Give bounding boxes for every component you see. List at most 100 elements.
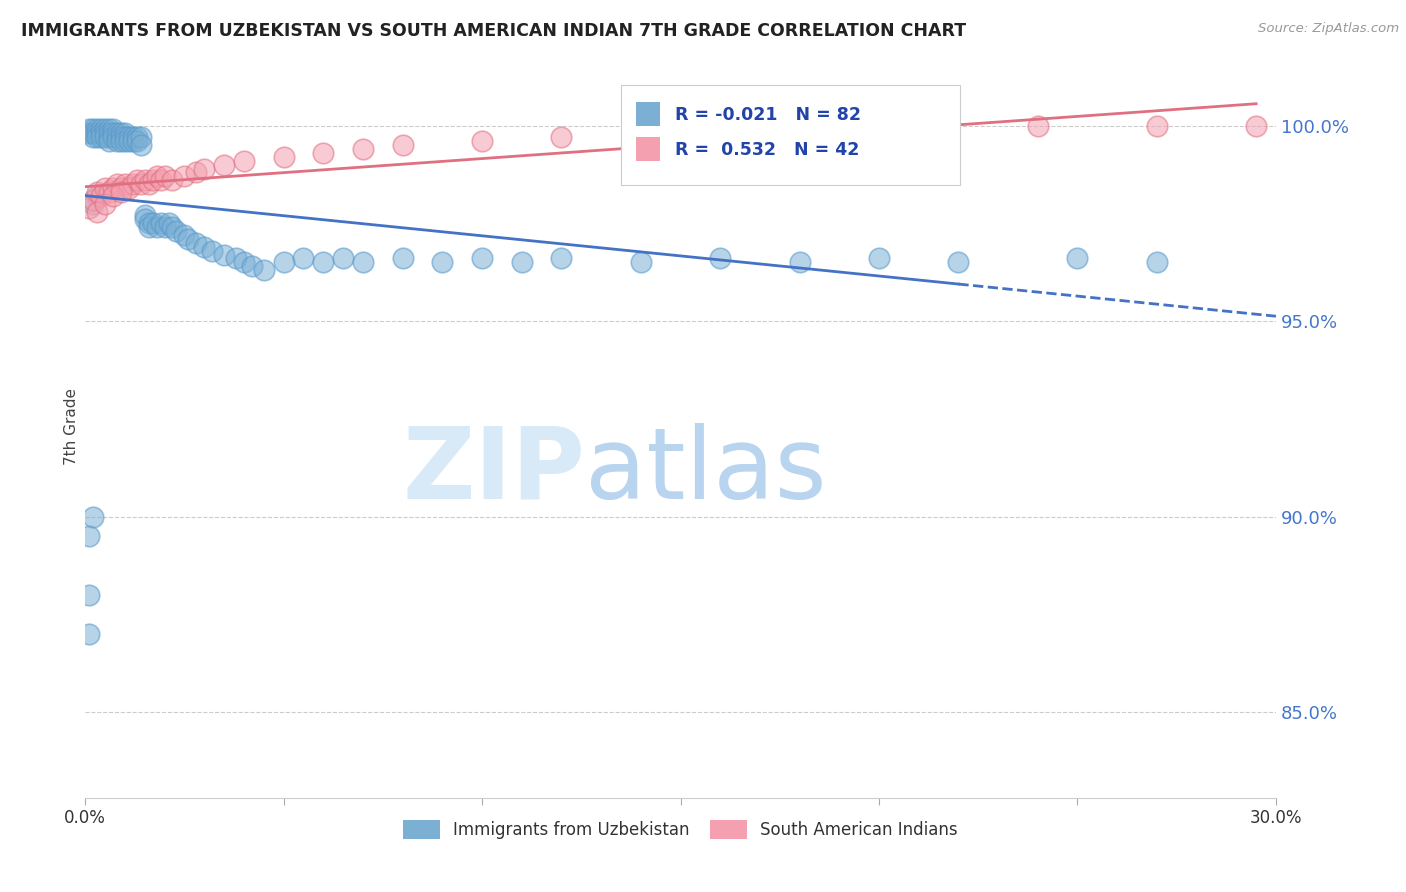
Point bbox=[97, 134, 120, 148]
Point bbox=[173, 227, 195, 242]
Point bbox=[193, 240, 215, 254]
Point bbox=[162, 220, 184, 235]
Point bbox=[225, 252, 247, 266]
Point bbox=[273, 150, 295, 164]
Point bbox=[138, 220, 160, 235]
Point bbox=[138, 177, 160, 191]
Point bbox=[121, 134, 143, 148]
Point bbox=[97, 126, 120, 140]
Point bbox=[630, 255, 652, 269]
Point bbox=[391, 138, 413, 153]
Point bbox=[77, 588, 100, 602]
Point bbox=[86, 204, 108, 219]
Point bbox=[125, 173, 148, 187]
Point bbox=[142, 216, 165, 230]
Point bbox=[273, 255, 295, 269]
Point bbox=[105, 134, 128, 148]
Point bbox=[232, 153, 254, 168]
Point bbox=[118, 181, 141, 195]
Point bbox=[77, 529, 100, 543]
Point bbox=[149, 173, 172, 187]
Point bbox=[82, 126, 104, 140]
Point bbox=[1244, 119, 1267, 133]
Point bbox=[391, 252, 413, 266]
Point bbox=[471, 252, 494, 266]
Point bbox=[86, 189, 108, 203]
Point bbox=[105, 130, 128, 145]
Point bbox=[129, 177, 152, 191]
Point bbox=[134, 173, 156, 187]
Point bbox=[948, 255, 970, 269]
Text: atlas: atlas bbox=[585, 423, 827, 520]
Point bbox=[77, 122, 100, 136]
Text: R =  0.532   N = 42: R = 0.532 N = 42 bbox=[675, 141, 859, 159]
Point bbox=[193, 161, 215, 176]
Point bbox=[77, 201, 100, 215]
Point bbox=[121, 177, 143, 191]
Point bbox=[86, 122, 108, 136]
FancyBboxPatch shape bbox=[637, 102, 661, 127]
Point bbox=[101, 130, 124, 145]
Point bbox=[471, 134, 494, 148]
Point bbox=[82, 509, 104, 524]
Point bbox=[292, 252, 315, 266]
Point bbox=[312, 145, 335, 160]
Point bbox=[101, 122, 124, 136]
FancyBboxPatch shape bbox=[637, 136, 661, 161]
Point bbox=[186, 165, 208, 179]
Point bbox=[110, 130, 132, 145]
Point bbox=[101, 126, 124, 140]
Point bbox=[352, 142, 374, 156]
Point bbox=[114, 134, 136, 148]
Point bbox=[129, 138, 152, 153]
Point bbox=[232, 255, 254, 269]
Point bbox=[212, 158, 235, 172]
Point bbox=[90, 126, 112, 140]
Point bbox=[550, 130, 572, 145]
Point bbox=[101, 189, 124, 203]
Point bbox=[82, 130, 104, 145]
Point bbox=[118, 134, 141, 148]
Point bbox=[550, 252, 572, 266]
Point bbox=[77, 126, 100, 140]
Text: IMMIGRANTS FROM UZBEKISTAN VS SOUTH AMERICAN INDIAN 7TH GRADE CORRELATION CHART: IMMIGRANTS FROM UZBEKISTAN VS SOUTH AMER… bbox=[21, 22, 966, 40]
Point bbox=[94, 181, 117, 195]
Point bbox=[94, 130, 117, 145]
Point bbox=[90, 130, 112, 145]
Y-axis label: 7th Grade: 7th Grade bbox=[65, 388, 80, 465]
Point bbox=[212, 247, 235, 261]
Point bbox=[312, 255, 335, 269]
Point bbox=[332, 252, 354, 266]
Point bbox=[77, 627, 100, 641]
Point bbox=[432, 255, 454, 269]
Point bbox=[201, 244, 224, 258]
Point bbox=[90, 189, 112, 203]
Point bbox=[121, 130, 143, 145]
Point bbox=[669, 126, 692, 140]
Point bbox=[253, 263, 276, 277]
Point bbox=[129, 130, 152, 145]
Point bbox=[110, 126, 132, 140]
Point bbox=[94, 196, 117, 211]
Point bbox=[907, 122, 929, 136]
Point bbox=[97, 122, 120, 136]
Point bbox=[105, 177, 128, 191]
Text: R = -0.021   N = 82: R = -0.021 N = 82 bbox=[675, 105, 860, 124]
Point bbox=[105, 126, 128, 140]
Point bbox=[153, 169, 176, 184]
Point bbox=[145, 169, 167, 184]
Point bbox=[82, 193, 104, 207]
Point bbox=[240, 260, 263, 274]
Point bbox=[101, 181, 124, 195]
Point bbox=[97, 130, 120, 145]
FancyBboxPatch shape bbox=[621, 85, 960, 186]
Point bbox=[114, 177, 136, 191]
Point bbox=[110, 185, 132, 199]
Point bbox=[110, 181, 132, 195]
Point bbox=[789, 255, 811, 269]
Point bbox=[162, 173, 184, 187]
Point bbox=[1066, 252, 1088, 266]
Point bbox=[82, 122, 104, 136]
Legend: Immigrants from Uzbekistan, South American Indians: Immigrants from Uzbekistan, South Americ… bbox=[396, 813, 965, 846]
Point bbox=[134, 209, 156, 223]
